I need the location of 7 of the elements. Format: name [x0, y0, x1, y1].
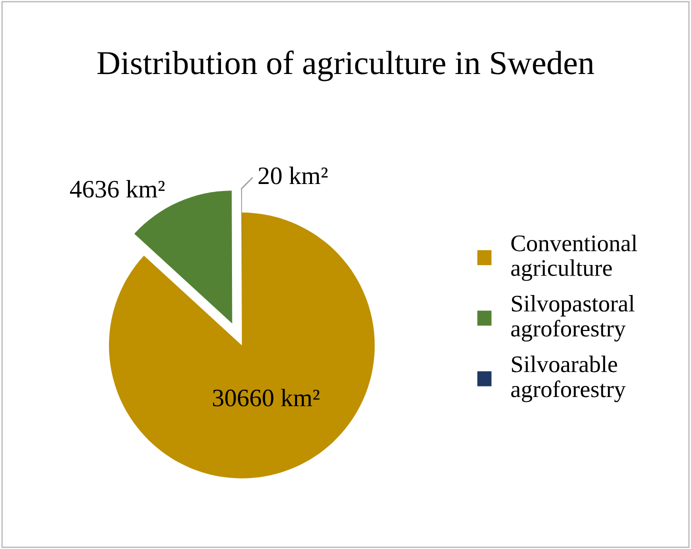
data-label: 30660 km²: [213, 388, 320, 406]
data-label: 20 km²: [258, 166, 328, 184]
data-label: 4636 km²: [70, 180, 165, 198]
legend-label: Silvoarable agroforestry: [511, 356, 626, 402]
legend-label: Silvopastoral agroforestry: [511, 295, 634, 342]
legend-label: Conventional agriculture: [511, 234, 638, 281]
chart-title: Distribution of agriculture in Sweden: [97, 50, 594, 82]
